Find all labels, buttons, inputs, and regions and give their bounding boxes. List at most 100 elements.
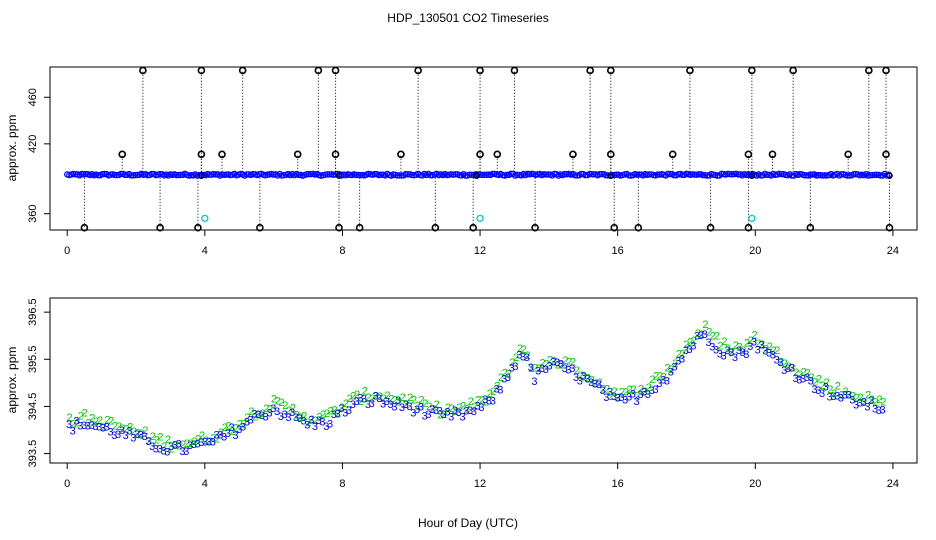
series-2-point: 2: [267, 404, 273, 416]
series-3-point: 3: [656, 378, 662, 390]
series-3-point: 3: [282, 409, 288, 421]
top-x-tick-label: 0: [64, 245, 70, 257]
series-3-point: 3: [104, 421, 110, 433]
series-2-point: 2: [324, 408, 330, 420]
series-2-point: 2: [290, 403, 296, 415]
series-3-point: 3: [232, 430, 238, 442]
series-3-point: 3: [346, 405, 352, 417]
outlier-point: [476, 150, 484, 159]
baseline-point: [596, 170, 603, 178]
series-2-point: 2: [842, 386, 848, 398]
series-3-point: 3: [630, 389, 636, 401]
series-2-point: 2: [619, 386, 625, 398]
series-2-point: 2: [657, 371, 663, 383]
series-3-point: 3: [335, 409, 341, 421]
baseline-point: [734, 171, 742, 178]
baseline-flag-point: [473, 172, 480, 179]
series-3-point: 3: [270, 403, 276, 415]
baseline-flag-point: [748, 172, 756, 179]
series-3-point: 3: [361, 393, 367, 405]
series-3-point: 3: [857, 397, 863, 409]
series-2-point: 2: [865, 389, 871, 401]
baseline-point: [206, 171, 213, 178]
series-3-point: 3: [838, 393, 844, 405]
series-3-point: 3: [248, 415, 254, 427]
series-3-point: 3: [668, 367, 674, 379]
series-3-point: 3: [183, 446, 189, 458]
baseline-point: [590, 171, 597, 178]
baseline-point: [695, 171, 703, 178]
series-2-point: 2: [702, 319, 708, 331]
baseline-point: [542, 171, 550, 178]
outlier-point: [706, 223, 715, 232]
series-3-point: 3: [437, 405, 443, 417]
series-3-point: 3: [372, 390, 378, 402]
series-2-point: 2: [263, 403, 269, 415]
series-3-point: 3: [675, 356, 681, 368]
outlier-point: [218, 150, 226, 159]
series-2-point: 2: [805, 367, 811, 379]
series-3-point: 3: [501, 373, 507, 385]
outlier-point: [331, 150, 340, 159]
series-2-point: 2: [415, 400, 421, 412]
baseline-point: [101, 170, 108, 178]
series-3-point: 3: [543, 364, 549, 376]
series-2-point: 2: [494, 380, 500, 392]
series-2-point: 2: [524, 350, 530, 362]
series-3-point: 3: [524, 352, 530, 364]
series-2-point: 2: [297, 412, 303, 424]
outlier-point: [744, 150, 753, 159]
outlier-point: [469, 223, 477, 232]
series-3-point: 3: [160, 446, 166, 458]
series-2-point: 2: [839, 389, 845, 401]
bottom-x-tick-label: 0: [64, 478, 70, 490]
series-3-point: 3: [804, 372, 810, 384]
series-3-point: 3: [539, 363, 545, 375]
baseline-point: [452, 171, 459, 178]
series-3-point: 3: [100, 422, 106, 434]
series-3-point: 3: [456, 407, 462, 419]
series-3-point: 3: [342, 408, 348, 420]
outlier-point: [80, 223, 89, 232]
series-2-point: 2: [93, 416, 99, 428]
series-2-point: 2: [547, 355, 553, 367]
series-2-point: 2: [665, 363, 671, 375]
series-3-point: 3: [115, 429, 121, 441]
baseline-point: [691, 171, 698, 178]
series-3-point: 3: [777, 357, 783, 369]
series-2-point: 2: [203, 435, 209, 447]
series-3-point: 3: [198, 437, 204, 449]
series-3-point: 3: [482, 394, 488, 406]
series-3-point: 3: [709, 341, 715, 353]
series-2-point: 2: [782, 358, 788, 370]
baseline-point: [394, 172, 401, 179]
series-2-point: 2: [706, 327, 712, 339]
series-3-point: 3: [240, 421, 246, 433]
series-2-point: 2: [517, 343, 523, 355]
series-3-point: 3: [766, 347, 772, 359]
series-3-point: 3: [565, 365, 571, 377]
series-3-point: 3: [138, 430, 144, 442]
baseline-point: [121, 171, 129, 179]
series-3-point: 3: [92, 421, 98, 433]
series-3-point: 3: [596, 379, 602, 391]
series-3-point: 3: [403, 399, 409, 411]
bottom-x-tick-label: 20: [749, 478, 761, 490]
series-2-point: 2: [509, 357, 515, 369]
series-2-point: 2: [218, 427, 224, 439]
series-2-point: 2: [358, 396, 364, 408]
top-plot-frame: [49, 66, 918, 231]
series-2-point: 2: [490, 386, 496, 398]
series-3-point: 3: [316, 415, 322, 427]
top-x-axis: 0 4 8 12 16 20 24: [64, 230, 899, 257]
series-2-point: 2: [770, 345, 776, 357]
series-2-point: 2: [793, 367, 799, 379]
series-3-point: 3: [558, 358, 564, 370]
series-2-point: 2: [627, 384, 633, 396]
series-2-point: 2: [150, 431, 156, 443]
series-2-point: 2: [668, 364, 674, 376]
series-2-point: 2: [680, 349, 686, 361]
series-3-point: 3: [830, 391, 836, 403]
series-2-point: 2: [430, 404, 436, 416]
series-3-point: 3: [535, 365, 541, 377]
